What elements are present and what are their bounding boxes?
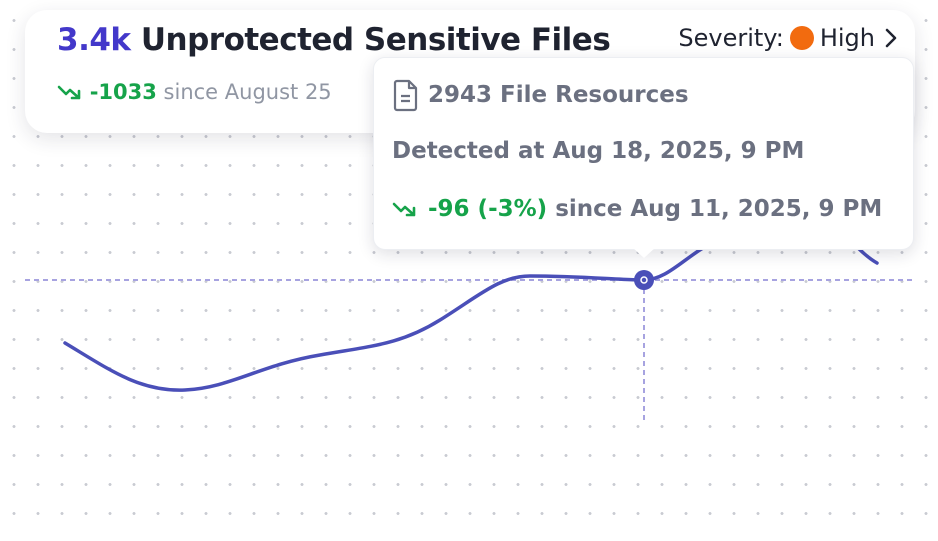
tooltip-change-text: since Aug 11, 2025, 9 PM <box>555 196 883 222</box>
hover-point[interactable] <box>634 270 654 290</box>
tooltip-detected: Detected at Aug 18, 2025, 9 PM <box>392 138 805 164</box>
severity-value: High <box>819 24 875 52</box>
tooltip-title-row: 2943 File Resources <box>392 78 689 112</box>
tooltip-change-row: -96 (-3%) since Aug 11, 2025, 9 PM <box>392 196 882 222</box>
title-text: Unprotected Sensitive Files <box>140 22 611 58</box>
down-trend-icon <box>57 85 81 100</box>
trend-line <box>63 238 879 392</box>
down-trend-icon <box>392 202 416 217</box>
tooltip-change: -96 (-3%) <box>428 196 548 222</box>
chevron <box>885 28 897 48</box>
tooltip: 2943 File Resources Detected at Aug 18, … <box>373 57 914 250</box>
header-title: 3.4k Unprotected Sensitive Files <box>57 22 611 58</box>
header-card: 3.4k Unprotected Sensitive Files -1033 s… <box>25 10 915 133</box>
change-value: -1033 <box>89 80 157 104</box>
file-icon <box>393 79 418 112</box>
severity-dot <box>789 26 814 50</box>
tooltip-title: 2943 File Resources <box>428 82 689 108</box>
tooltip-pointer <box>632 247 656 258</box>
change-text: since August 25 <box>163 80 332 104</box>
severity-filter[interactable]: Severity: High <box>678 24 901 52</box>
header-change: -1033 since August 25 <box>57 80 332 104</box>
severity-label: Severity: <box>678 24 784 52</box>
count: 3.4k <box>57 22 131 58</box>
hover-point-center <box>640 276 648 284</box>
